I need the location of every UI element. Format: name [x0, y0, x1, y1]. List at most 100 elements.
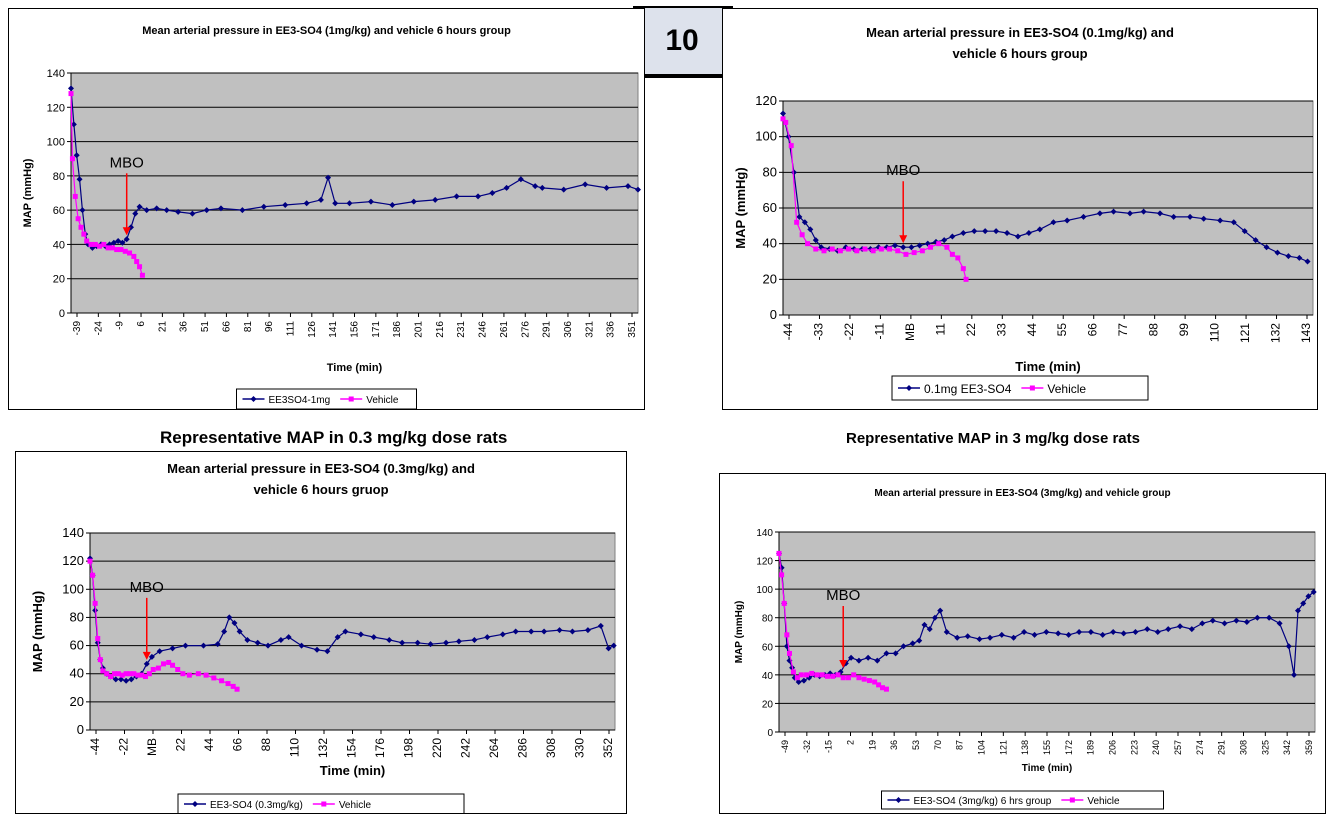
- data-point: [109, 245, 115, 251]
- data-point: [189, 210, 196, 217]
- data-point: [883, 650, 890, 657]
- data-point: [244, 636, 251, 643]
- x-tick-label: -32: [802, 740, 812, 753]
- data-point: [1036, 226, 1043, 233]
- data-point: [161, 661, 167, 667]
- x-tick-label: -9: [115, 321, 126, 330]
- data-point: [1266, 614, 1273, 621]
- data-point: [112, 676, 119, 683]
- x-tick-label: 2: [846, 740, 856, 745]
- x-tick-label: 264: [487, 738, 501, 758]
- data-point: [517, 176, 524, 183]
- legend-swatch-marker: [348, 396, 354, 402]
- data-point: [142, 674, 148, 680]
- data-point: [211, 675, 217, 681]
- data-point: [1310, 589, 1317, 595]
- chart-title: Mean arterial pressure in EE3-SO4 (0.1mg…: [866, 25, 1174, 40]
- data-point: [277, 636, 284, 643]
- data-point: [813, 246, 819, 252]
- data-point: [924, 240, 931, 247]
- data-point: [123, 236, 130, 243]
- y-tick-label: 60: [70, 638, 84, 653]
- data-point: [128, 676, 135, 683]
- data-point: [100, 668, 106, 674]
- data-point: [892, 650, 899, 657]
- data-point: [499, 631, 506, 638]
- data-point: [795, 679, 802, 685]
- data-point: [148, 653, 155, 660]
- data-point: [427, 641, 434, 648]
- x-tick-label: -24: [93, 321, 104, 336]
- data-point: [964, 633, 971, 640]
- data-point: [1154, 629, 1161, 635]
- x-tick-label: 121: [1238, 323, 1252, 343]
- data-point: [217, 205, 224, 212]
- legend-label: Vehicle: [1047, 382, 1086, 396]
- x-tick-label: 325: [1260, 740, 1270, 755]
- data-point: [186, 672, 192, 678]
- data-point: [1087, 629, 1094, 635]
- data-point: [790, 669, 796, 675]
- y-tick-label: 140: [62, 525, 84, 540]
- x-tick-label: 321: [584, 321, 595, 338]
- data-point: [68, 91, 74, 97]
- plot-area: [70, 72, 639, 314]
- x-tick-label: 33: [994, 323, 1008, 337]
- data-point: [143, 207, 150, 214]
- data-point: [346, 200, 353, 207]
- data-point: [788, 143, 794, 149]
- data-point: [1233, 617, 1240, 624]
- data-point: [1126, 210, 1133, 217]
- data-point: [136, 203, 143, 210]
- y-tick-label: 80: [53, 171, 65, 183]
- data-point: [146, 671, 152, 677]
- chart-title: vehicle 6 hours group: [952, 46, 1087, 61]
- data-point: [1241, 228, 1248, 235]
- data-point: [475, 193, 482, 200]
- x-tick-label: 110: [1208, 323, 1222, 342]
- x-tick-label: -33: [811, 323, 825, 341]
- data-point: [414, 639, 421, 646]
- data-point: [1276, 620, 1283, 627]
- y-tick-label: 40: [762, 671, 774, 682]
- x-tick-label: MB: [903, 323, 917, 341]
- data-point: [926, 626, 933, 633]
- y-tick-label: 80: [70, 609, 84, 624]
- legend-swatch-marker: [1029, 385, 1035, 391]
- figure-number: 10: [665, 24, 699, 57]
- data-point: [806, 674, 813, 681]
- data-point: [1209, 617, 1216, 624]
- data-point: [1296, 254, 1303, 261]
- data-point: [389, 202, 396, 208]
- data-point: [829, 246, 835, 252]
- data-point: [854, 248, 860, 254]
- y-tick-label: 100: [756, 585, 773, 596]
- y-tick-label: 0: [59, 308, 65, 320]
- x-tick-label: 138: [1020, 740, 1030, 755]
- y-tick-label: 20: [53, 274, 65, 286]
- y-tick-label: 60: [762, 642, 774, 653]
- x-tick-label: 66: [1086, 323, 1100, 337]
- x-axis-label: Time (min): [1015, 359, 1081, 374]
- data-point: [819, 672, 825, 678]
- x-axis-label: Time (min): [320, 763, 386, 778]
- y-axis-label: MAP (mmHg): [22, 158, 34, 227]
- data-point: [325, 174, 332, 181]
- x-tick-label: 66: [231, 738, 245, 752]
- data-point: [830, 673, 836, 679]
- x-tick-label: 132: [316, 738, 330, 758]
- data-point: [117, 676, 124, 683]
- data-point: [931, 614, 938, 621]
- chart-title: Mean arterial pressure in EE3-SO4 (3mg/k…: [874, 488, 1170, 499]
- data-point: [156, 648, 163, 655]
- y-tick-label: 40: [70, 666, 84, 681]
- data-point: [1165, 626, 1172, 633]
- data-point: [855, 657, 862, 664]
- data-point: [97, 243, 103, 249]
- legend-label: Vehicle: [366, 395, 399, 406]
- data-point: [539, 184, 546, 191]
- x-tick-label: -44: [88, 738, 102, 756]
- data-point: [963, 276, 969, 282]
- data-point: [955, 255, 961, 261]
- data-point: [848, 654, 855, 661]
